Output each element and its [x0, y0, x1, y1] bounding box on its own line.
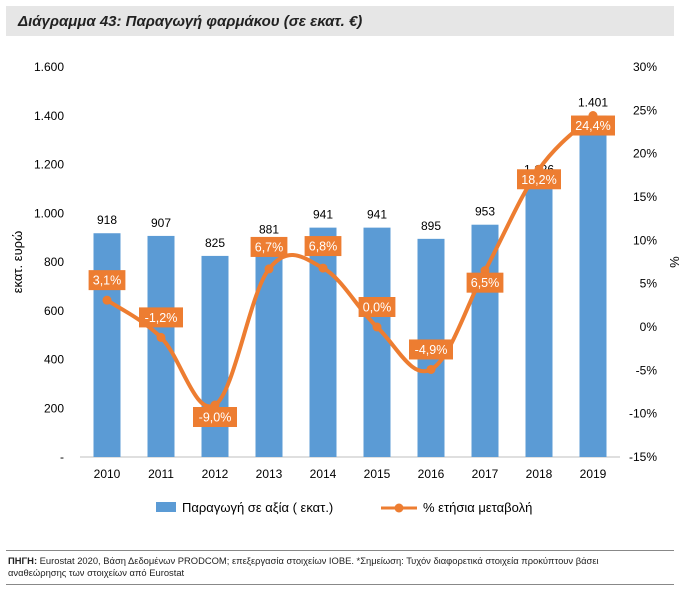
chart: - 200 400 600 800 1.000 1.200 1.400 1.600 -15% -10… [10, 60, 682, 515]
bar [93, 233, 121, 457]
line-label-box [193, 407, 237, 427]
y-tick-label: 1.200 [34, 158, 64, 172]
line-value-label: -1,2% [145, 311, 178, 325]
x-tick-label: 2018 [526, 467, 553, 481]
line-label-box [304, 236, 342, 257]
bar-value-label: 1.401 [578, 96, 608, 110]
line-value-label: 0,0% [363, 301, 392, 315]
line-label-box [517, 169, 561, 190]
line-label-box [88, 270, 126, 291]
bar-value-label: 895 [421, 219, 441, 233]
line-label-box [250, 236, 288, 257]
x-tick-label: 2010 [94, 467, 121, 481]
x-tick-label: 2011 [148, 467, 174, 481]
bar-value-label: 907 [151, 216, 171, 230]
bar-value-label: 881 [259, 222, 279, 236]
bar-value-label: 918 [97, 213, 117, 227]
y2-tick-label: 20% [633, 147, 657, 161]
y-tick-label: - [60, 450, 64, 464]
bar-value-label: 941 [313, 208, 333, 222]
series-line-pct-change [105, 113, 595, 409]
y2-tick-label: 25% [633, 103, 657, 117]
bar [579, 115, 607, 457]
y-tick-label: 1.400 [34, 109, 64, 123]
x-tick-label: 2013 [256, 467, 283, 481]
line-value-label: -9,0% [199, 411, 232, 425]
chart-title: Διάγραμμα 43: Παραγωγή φαρμάκου (σε εκατ… [18, 13, 363, 30]
bar-value-label: 953 [475, 205, 495, 219]
line-label-box [571, 115, 615, 136]
footer-divider-bottom [6, 584, 674, 585]
line-label-box [409, 339, 453, 360]
y-axis-title: εκατ. ευρώ [10, 231, 25, 293]
bar [471, 224, 499, 457]
x-tick-label: 2017 [472, 467, 499, 481]
x-tick-label: 2015 [364, 467, 391, 481]
legend-label-bars: Παραγωγή σε αξία ( εκατ.) [182, 500, 333, 515]
y-tick-label: 1.600 [34, 60, 64, 74]
y-tick-label: 800 [44, 255, 64, 269]
source-note: ΠΗΓΗ: Eurostat 2020, Βάση Δεδομένων PROD… [8, 555, 648, 579]
line-point [318, 263, 328, 273]
legend-label-line: % ετήσια μεταβολή [423, 500, 532, 515]
line-label-box [139, 307, 183, 328]
line-value-label: 6,5% [471, 276, 500, 290]
line-value-label: 24,4% [575, 119, 610, 133]
legend-swatch-marker [394, 503, 404, 513]
bar [255, 242, 283, 457]
y-tick-label: 600 [44, 304, 64, 318]
y2-tick-label: 15% [633, 190, 657, 204]
line-value-label: 6,8% [309, 240, 338, 254]
y2-tick-label: 0% [640, 320, 658, 334]
line-value-label: -4,9% [415, 343, 448, 357]
source-label: ΠΗΓΗ: [8, 555, 38, 566]
y2-axis-title: % [667, 256, 682, 268]
footer-divider-top [6, 550, 674, 551]
source-text: Eurostat 2020, Βάση Δεδομένων PRODCOM; ε… [8, 555, 599, 578]
y-tick-label: 1.000 [34, 206, 64, 220]
bar [147, 235, 175, 457]
line-value-label: 6,7% [255, 240, 284, 254]
line-point [264, 264, 274, 274]
y2-tick-label: -10% [629, 407, 657, 421]
y2-tick-label: -5% [636, 363, 658, 377]
bar-value-label: 825 [205, 236, 225, 250]
line-label-box [466, 272, 504, 293]
x-tick-label: 2014 [310, 467, 337, 481]
y2-tick-label: 10% [633, 233, 657, 247]
bar [363, 227, 391, 457]
y2-tick-label: -15% [629, 450, 657, 464]
x-tick-label: 2012 [202, 467, 229, 481]
y2-tick-label: 5% [640, 277, 658, 291]
line-point [156, 332, 166, 342]
line-label-box [358, 297, 396, 317]
line-point [102, 295, 112, 305]
line-point [426, 364, 436, 374]
title-bar: Διάγραμμα 43: Παραγωγή φαρμάκου (σε εκατ… [6, 6, 674, 36]
bar [525, 182, 553, 457]
x-tick-label: 2019 [580, 467, 607, 481]
line-value-label: 3,1% [93, 274, 122, 288]
y2-tick-label: 30% [633, 60, 657, 74]
line-value-label: 18,2% [521, 173, 556, 187]
bar-value-label: 941 [367, 208, 387, 222]
y-tick-label: 400 [44, 353, 64, 367]
legend-swatch-bars [156, 502, 176, 512]
x-tick-label: 2016 [418, 467, 445, 481]
line-point [372, 322, 382, 332]
y-tick-label: 200 [44, 401, 64, 415]
